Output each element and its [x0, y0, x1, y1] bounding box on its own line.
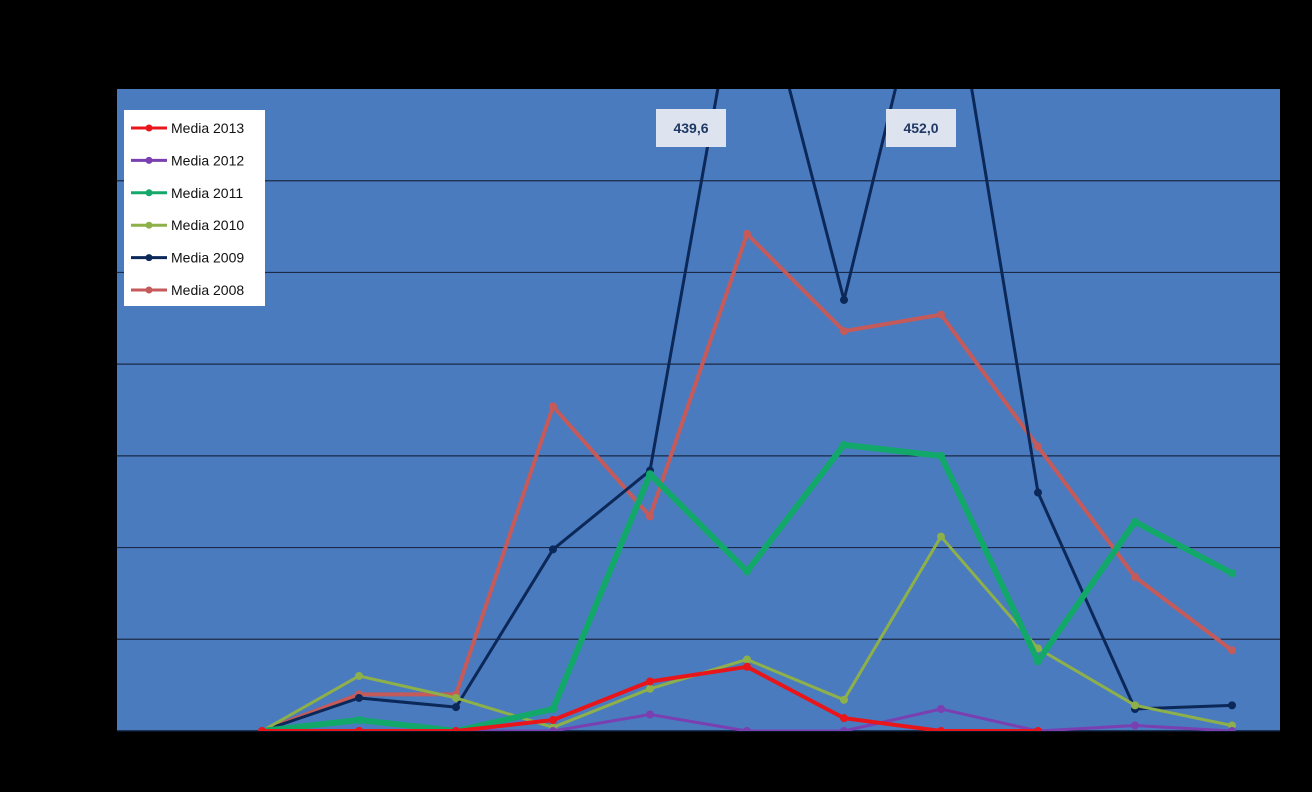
data-point-media-2013 — [355, 727, 363, 731]
callout-label: 452,0 — [903, 120, 938, 136]
data-point-media-2011 — [743, 567, 751, 576]
legend-swatch-marker — [145, 286, 153, 294]
legend-box — [124, 110, 265, 306]
data-point-media-2009 — [355, 693, 363, 702]
data-point-media-2011 — [646, 470, 654, 479]
plot-area — [117, 89, 1280, 731]
data-point-media-2012 — [743, 727, 751, 731]
data-point-media-2012 — [937, 704, 945, 713]
legend-swatch-marker — [145, 221, 153, 229]
data-point-media-2008 — [549, 402, 557, 411]
data-point-media-2009 — [840, 295, 848, 304]
data-point-media-2008 — [1034, 442, 1042, 451]
data-point-media-2010 — [646, 684, 654, 693]
data-point-media-2008 — [1228, 646, 1236, 655]
data-point-media-2012 — [840, 727, 848, 731]
legend-label: Media 2011 — [171, 185, 243, 201]
data-point-media-2011 — [1131, 517, 1139, 526]
legend-swatch-marker — [145, 156, 153, 164]
data-point-media-2013 — [743, 662, 751, 671]
data-point-media-2013 — [937, 727, 945, 731]
data-point-media-2013 — [1034, 727, 1042, 731]
data-point-media-2010 — [1228, 721, 1236, 730]
data-point-media-2011 — [1034, 657, 1042, 666]
data-point-media-2009 — [1228, 701, 1236, 710]
legend-label: Media 2012 — [171, 152, 244, 168]
series-line-media-2009 — [260, 89, 1234, 731]
data-point-media-2010 — [743, 655, 751, 664]
data-point-media-2011 — [1228, 569, 1236, 578]
callout-box — [656, 109, 726, 147]
data-point-media-2013 — [549, 715, 557, 724]
data-point-media-2013 — [258, 727, 266, 731]
legend-label: Media 2009 — [171, 250, 244, 266]
series-line-media-2012 — [260, 707, 1234, 731]
callout-label: 439,6 — [673, 120, 708, 136]
data-point-media-2012 — [1131, 721, 1139, 730]
data-point-media-2012 — [1228, 727, 1236, 731]
data-point-media-2012 — [646, 710, 654, 719]
legend-swatch-marker — [145, 124, 153, 132]
legend: Media 2013 Media 2012 Media 2011 Media 2010… — [124, 110, 265, 306]
data-point-media-2010 — [355, 671, 363, 680]
data-point-media-2011 — [549, 704, 557, 713]
legend-swatch-marker — [145, 254, 153, 262]
series-media-2013 — [258, 662, 1042, 731]
data-point-media-2008 — [1131, 572, 1139, 581]
data-point-media-2008 — [937, 310, 945, 319]
callout-box — [886, 109, 956, 147]
data-point-media-2010 — [937, 532, 945, 541]
data-point-media-2009 — [452, 703, 460, 712]
gridlines — [117, 180, 1280, 732]
legend-label: Media 2013 — [171, 120, 244, 136]
data-point-media-2013 — [840, 714, 848, 723]
data-point-media-2009 — [1034, 488, 1042, 497]
legend-swatch-marker — [145, 189, 153, 197]
data-point-media-2013 — [646, 677, 654, 686]
data-point-media-2010 — [1131, 701, 1139, 710]
data-point-media-2008 — [646, 512, 654, 521]
data-point-media-2013 — [452, 727, 460, 731]
data-point-media-2012 — [549, 727, 557, 731]
data-point-media-2011 — [937, 451, 945, 460]
data-point-media-2011 — [840, 440, 848, 449]
series-layer — [258, 89, 1236, 731]
data-point-media-2010 — [452, 693, 460, 702]
data-point-media-2008 — [743, 229, 751, 238]
data-point-media-2010 — [840, 695, 848, 704]
data-point-media-2009 — [549, 545, 557, 554]
legend-label: Media 2008 — [171, 282, 244, 298]
legend-label: Media 2010 — [171, 217, 244, 233]
data-point-media-2011 — [355, 715, 363, 724]
annotation-layer: 439,6 452,0 — [656, 109, 956, 147]
data-point-media-2008 — [840, 327, 848, 336]
